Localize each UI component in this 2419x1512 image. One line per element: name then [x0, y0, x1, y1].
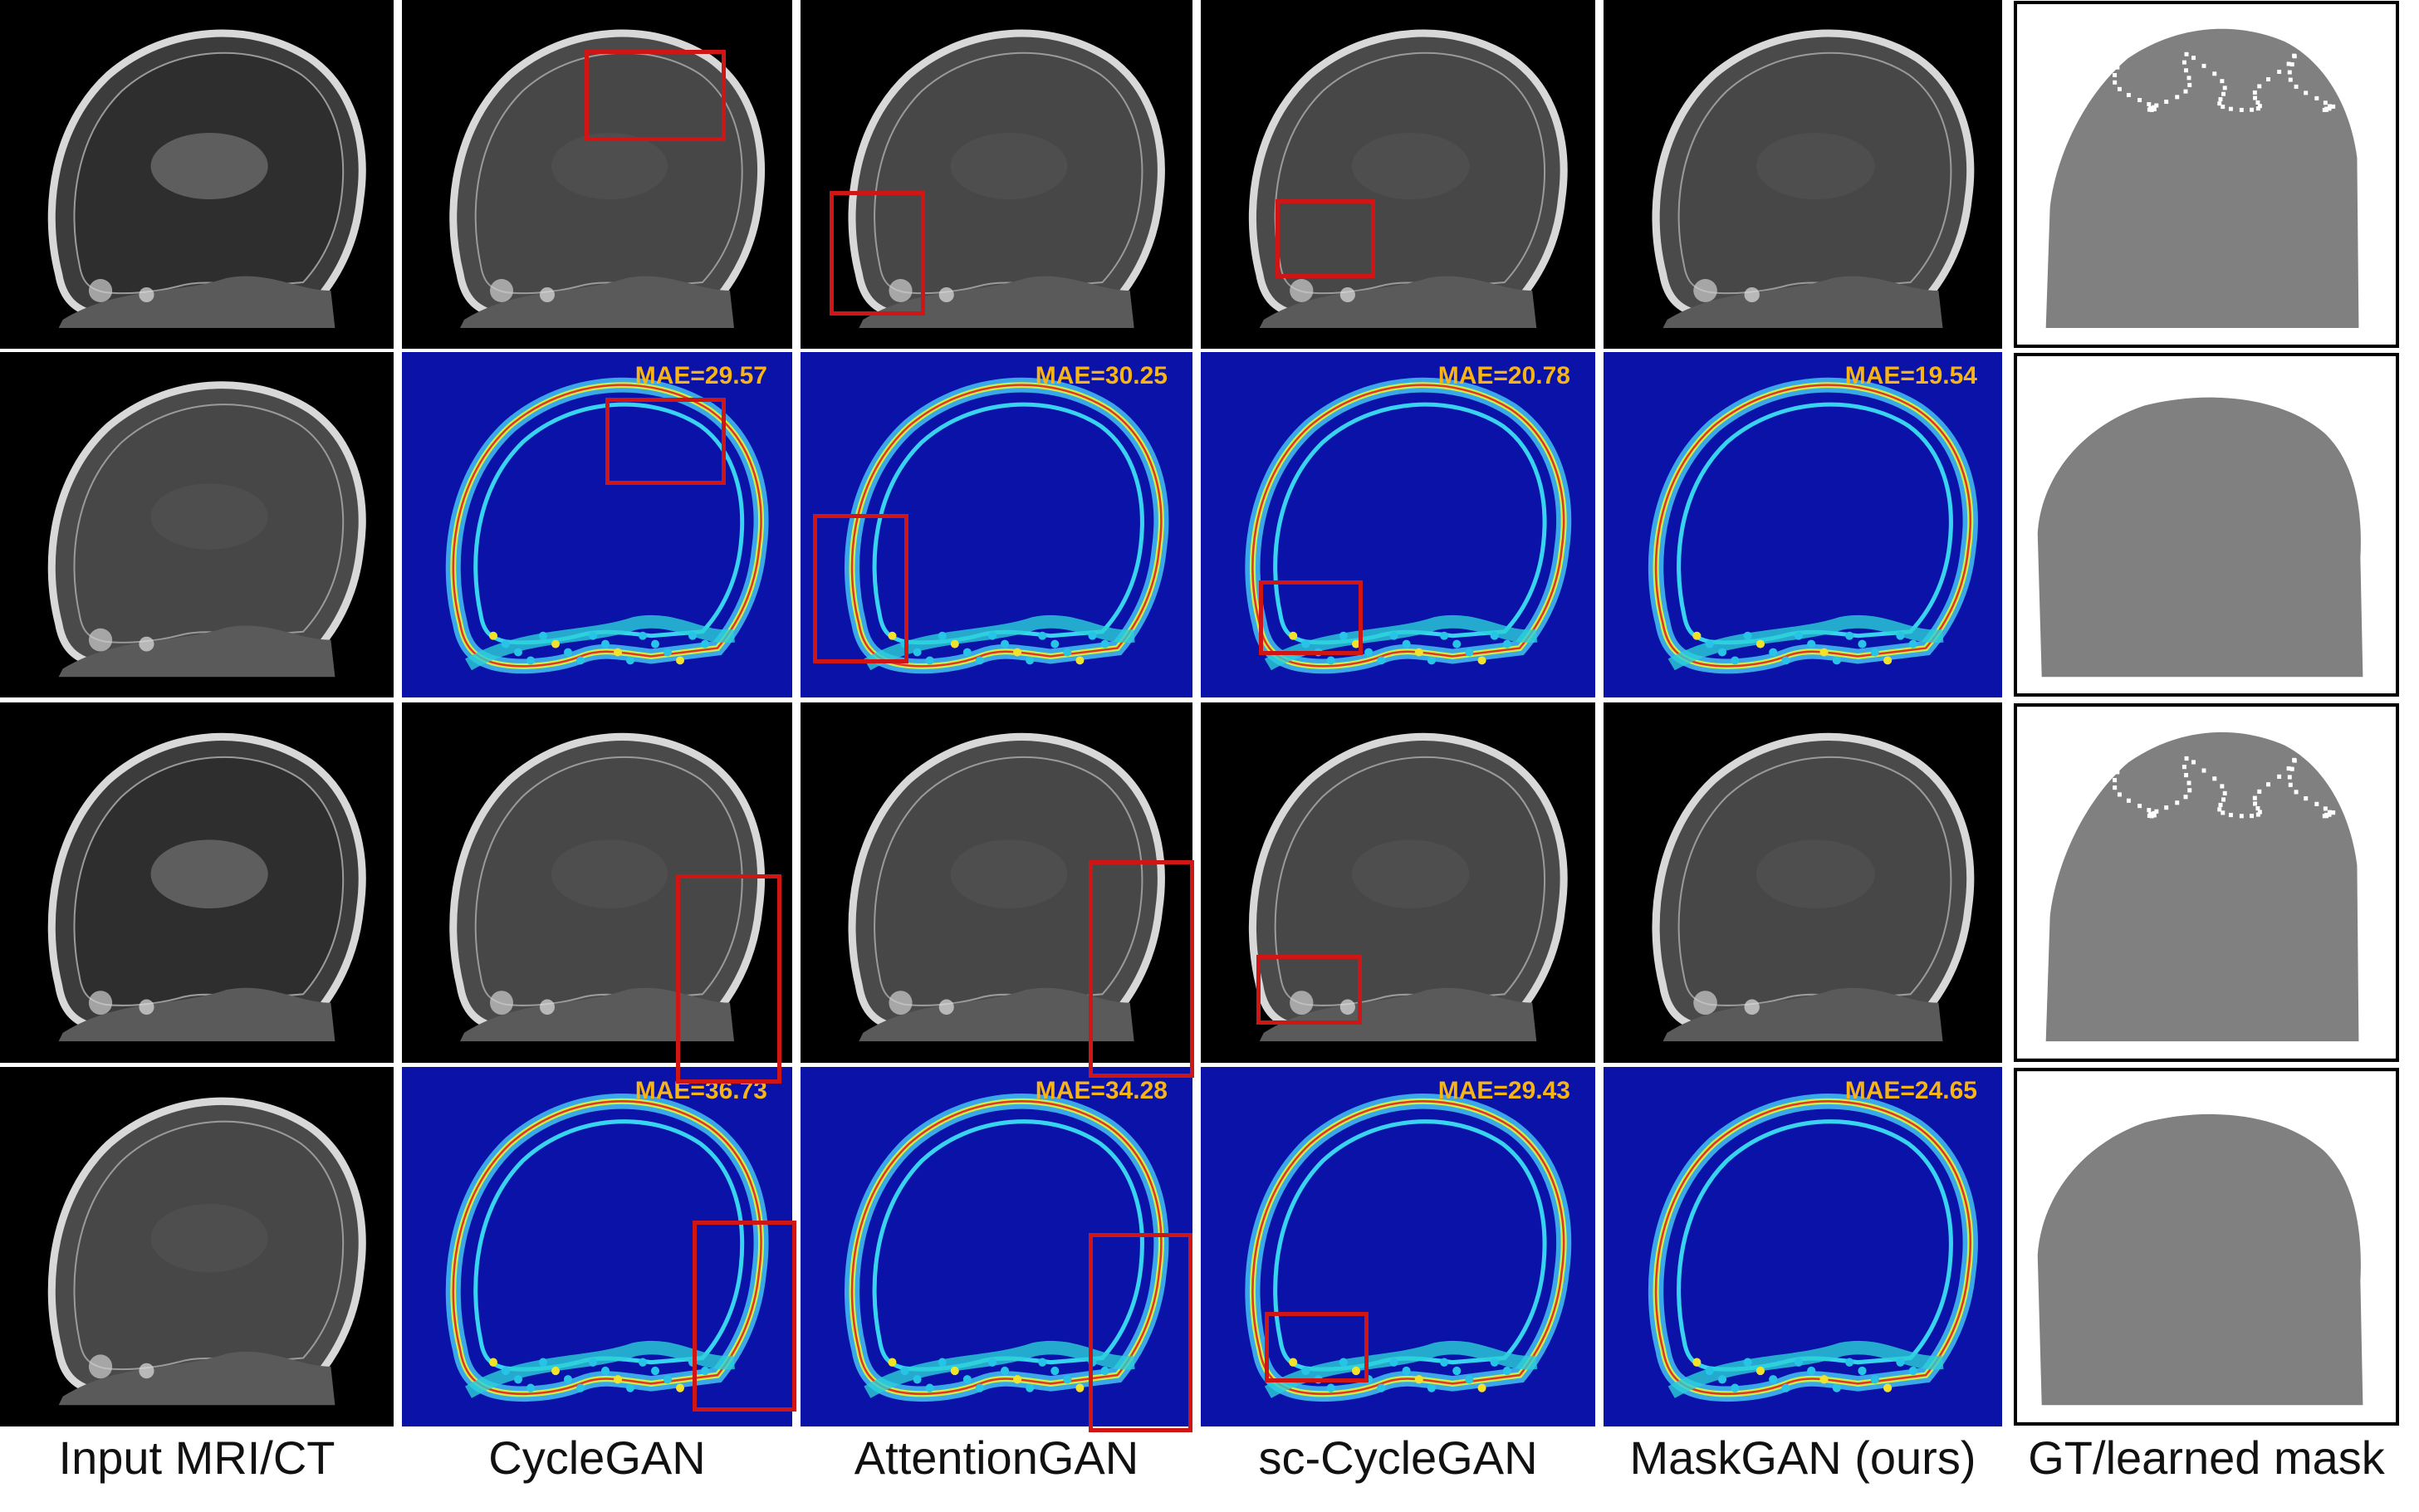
synthesized-ct-panel	[1604, 0, 2002, 349]
synthesized-ct-panel	[402, 702, 792, 1063]
error-map-panel: MAE=36.73	[402, 1067, 792, 1426]
column-label: GT/learned mask	[2028, 1431, 2385, 1484]
roi-box	[605, 398, 726, 485]
synthesized-ct-panel	[1201, 0, 1595, 349]
roi-box	[813, 514, 908, 663]
roi-box	[1089, 860, 1194, 1078]
roi-box	[1276, 199, 1375, 278]
error-map-panel: MAE=34.28	[801, 1067, 1192, 1426]
error-map-panel: MAE=19.54	[1604, 352, 2002, 697]
mae-label: MAE=24.65	[1844, 1077, 1977, 1104]
mae-label: MAE=29.57	[634, 362, 767, 389]
synthesized-ct-panel	[402, 0, 792, 349]
error-map-panel: MAE=29.57	[402, 352, 792, 697]
roi-box	[585, 50, 726, 141]
error-map-panel: MAE=29.43	[1201, 1067, 1595, 1426]
input-scan-panel	[0, 352, 394, 697]
input-scan-panel	[0, 1067, 394, 1426]
mask-panel	[2013, 1067, 2400, 1426]
column-label: sc-CycleGAN	[1258, 1431, 1538, 1484]
synthesized-ct-panel	[801, 702, 1192, 1063]
roi-box	[830, 191, 925, 316]
mask-panel	[2013, 702, 2400, 1063]
mae-label: MAE=30.25	[1035, 362, 1168, 389]
roi-box	[676, 874, 781, 1084]
mae-label: MAE=34.28	[1035, 1077, 1168, 1104]
roi-box	[1259, 580, 1363, 655]
synthesized-ct-panel	[801, 0, 1192, 349]
column-label: MaskGAN (ours)	[1629, 1431, 1976, 1484]
roi-box	[693, 1221, 796, 1412]
synthesized-ct-panel	[1201, 702, 1595, 1063]
column-label: CycleGAN	[488, 1431, 706, 1484]
roi-box	[1265, 1312, 1369, 1382]
roi-box	[1256, 955, 1362, 1025]
column-label: AttentionGAN	[854, 1431, 1139, 1484]
roi-box	[1089, 1233, 1192, 1432]
mask-panel	[2013, 352, 2400, 697]
mae-label: MAE=20.78	[1437, 362, 1570, 389]
column-label: Input MRI/CT	[58, 1431, 335, 1484]
error-map-panel: MAE=24.65	[1604, 1067, 2002, 1426]
mae-label: MAE=29.43	[1437, 1077, 1570, 1104]
error-map-panel: MAE=20.78	[1201, 352, 1595, 697]
mask-panel	[2013, 0, 2400, 349]
input-scan-panel	[0, 0, 394, 349]
mae-label: MAE=19.54	[1844, 362, 1977, 389]
error-map-panel: MAE=30.25	[801, 352, 1192, 697]
input-scan-panel	[0, 702, 394, 1063]
synthesized-ct-panel	[1604, 702, 2002, 1063]
